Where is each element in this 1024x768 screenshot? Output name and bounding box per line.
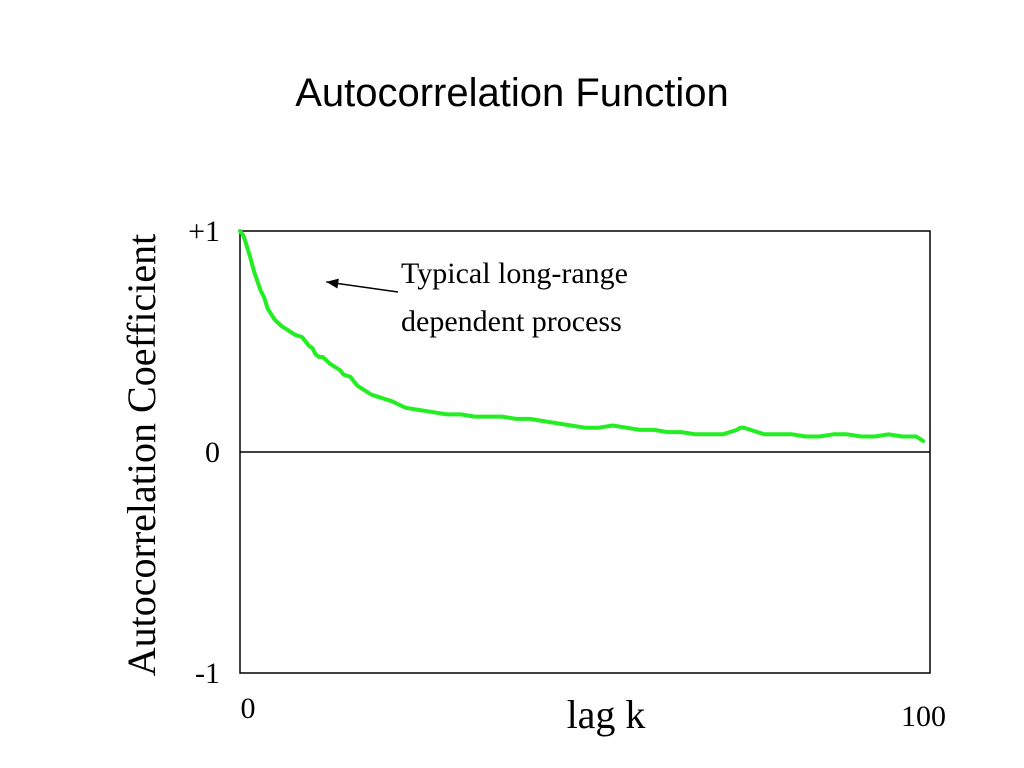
x-tick-label: 0 xyxy=(241,692,256,725)
annotation-arrowhead xyxy=(326,278,339,289)
annotation-line-2: dependent process xyxy=(401,305,622,338)
chart-title: Autocorrelation Function xyxy=(295,71,729,115)
annotation: Typical long-range dependent process xyxy=(326,257,628,338)
annotation-arrow xyxy=(326,281,399,293)
y-tick-label: 0 xyxy=(205,436,220,469)
y-axis-label: Autocorrelation Coefficient xyxy=(119,234,164,676)
x-axis-label: lag k xyxy=(567,692,646,737)
annotation-line-1: Typical long-range xyxy=(401,257,628,290)
x-tick-labels: 0 100 xyxy=(241,692,947,733)
y-tick-label: +1 xyxy=(188,215,220,248)
series-line xyxy=(238,229,926,443)
y-tick-labels: +1 0 -1 xyxy=(188,215,220,690)
y-tick-label: -1 xyxy=(195,657,220,690)
x-tick-label: 100 xyxy=(901,700,946,733)
